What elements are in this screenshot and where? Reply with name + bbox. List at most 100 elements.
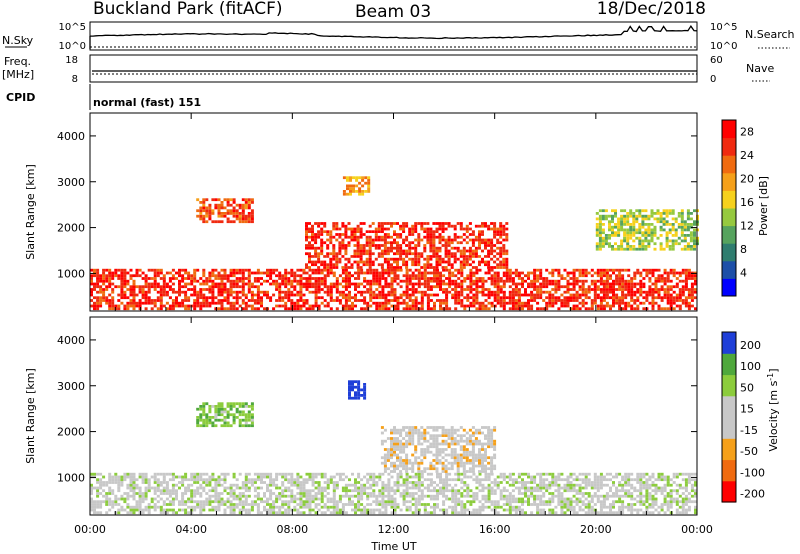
echo-cell xyxy=(278,282,282,286)
echo-cell xyxy=(335,252,339,256)
echo-cell xyxy=(311,290,315,294)
echo-cell xyxy=(123,500,127,504)
echo-cell xyxy=(530,299,534,302)
echo-cell xyxy=(208,217,212,221)
echo-cell xyxy=(630,505,634,509)
echo-cell xyxy=(551,481,555,484)
echo-cell xyxy=(99,279,103,283)
echo-cell xyxy=(354,293,357,297)
echo-cell xyxy=(171,492,175,495)
echo-cell xyxy=(217,494,221,498)
echo-cell xyxy=(617,225,621,229)
echo-cell xyxy=(417,500,421,504)
echo-cell xyxy=(602,268,606,272)
echo-cell xyxy=(299,279,303,283)
echo-cell xyxy=(399,475,403,479)
echo-cell xyxy=(681,271,685,275)
echo-cell xyxy=(639,486,643,490)
echo-cell xyxy=(329,288,333,291)
echo-cell xyxy=(441,244,445,247)
echo-cell xyxy=(460,472,464,476)
echo-cell xyxy=(365,230,369,233)
echo-cell xyxy=(596,481,600,484)
echo-cell xyxy=(487,255,491,258)
echo-cell xyxy=(326,497,330,501)
echo-cell xyxy=(435,266,439,269)
echo-cell xyxy=(181,503,185,506)
echo-cell xyxy=(508,505,512,509)
echo-cell xyxy=(332,511,336,515)
echo-cell xyxy=(117,483,121,487)
echo-cell xyxy=(466,486,470,490)
echo-cell xyxy=(435,257,439,261)
echo-cell xyxy=(123,497,127,501)
echo-cell xyxy=(314,282,318,286)
echo-cell xyxy=(641,234,645,237)
echo-cell xyxy=(396,252,399,256)
echo-cell xyxy=(390,299,394,302)
echo-cell xyxy=(426,307,430,311)
echo-cell xyxy=(527,494,530,498)
echo-cell xyxy=(417,244,421,247)
echo-cell xyxy=(290,304,294,308)
echo-cell xyxy=(484,475,488,479)
echo-cell xyxy=(102,288,106,291)
cpid-strip: CPID normal (fast) 151 xyxy=(6,84,201,110)
echo-cell xyxy=(618,505,622,509)
echo-cell xyxy=(120,301,124,305)
echo-cell xyxy=(590,288,594,291)
echo-cell xyxy=(630,472,634,476)
echo-cell xyxy=(454,268,458,272)
echo-cell xyxy=(405,244,409,247)
echo-cell xyxy=(114,500,118,504)
echo-cell xyxy=(281,511,285,515)
echo-cell xyxy=(587,494,591,498)
echo-cell xyxy=(244,296,248,300)
echo-cell xyxy=(220,492,224,495)
echo-cell xyxy=(524,481,527,484)
echo-cell xyxy=(683,236,687,240)
echo-cell xyxy=(505,266,509,269)
echo-cell xyxy=(223,271,227,275)
echo-cell xyxy=(114,475,118,479)
echo-cell xyxy=(223,268,227,272)
echo-cell xyxy=(302,500,306,504)
echo-cell xyxy=(229,486,233,490)
echo-cell xyxy=(405,489,409,493)
echo-cell xyxy=(356,235,360,239)
echo-cell xyxy=(238,500,242,504)
echo-cell xyxy=(393,299,397,302)
echo-cell xyxy=(475,497,479,501)
echo-cell xyxy=(305,494,309,498)
echo-cell xyxy=(352,190,355,193)
echo-cell xyxy=(581,478,585,482)
echo-cell xyxy=(317,282,321,286)
echo-cell xyxy=(623,223,627,226)
echo-cell xyxy=(414,304,418,308)
echo-cell xyxy=(641,231,645,235)
echo-cell xyxy=(284,307,288,311)
echo-cell xyxy=(314,233,318,236)
echo-cell xyxy=(566,475,570,479)
echo-cell xyxy=(493,230,497,233)
echo-cell xyxy=(414,260,418,264)
echo-cell xyxy=(460,503,464,506)
echo-cell xyxy=(175,475,178,479)
echo-cell xyxy=(138,505,142,509)
echo-cell xyxy=(305,505,309,509)
echo-cell xyxy=(256,505,260,509)
echo-cell xyxy=(599,486,603,490)
echo-cell xyxy=(645,505,649,509)
echo-cell xyxy=(353,244,357,247)
echo-cell xyxy=(308,511,312,515)
echo-cell xyxy=(144,279,148,283)
echo-cell xyxy=(493,299,497,302)
echo-cell xyxy=(475,296,479,300)
echo-cell xyxy=(342,176,346,180)
echo-cell xyxy=(599,483,603,487)
echo-cell xyxy=(557,492,561,495)
echo-cell xyxy=(521,301,524,305)
echo-cell xyxy=(90,483,93,487)
echo-cell xyxy=(332,475,336,479)
echo-cell xyxy=(496,481,500,484)
